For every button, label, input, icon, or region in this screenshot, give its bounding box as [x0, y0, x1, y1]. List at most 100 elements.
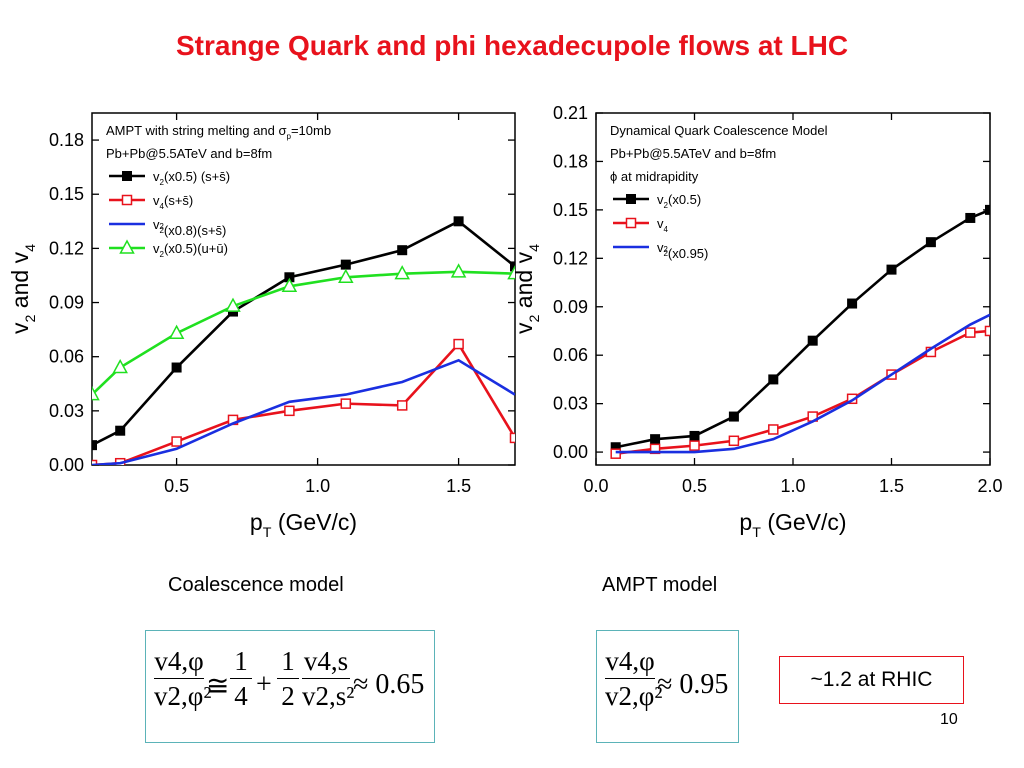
- y-tick-label: 0.06: [49, 347, 84, 367]
- y-axis-label: v2 and v4: [511, 244, 543, 334]
- legend-marker: [122, 171, 132, 181]
- chart-subtitle: AMPT with string melting and σp=10mb: [106, 123, 331, 141]
- legend-entry: v2(x0.5) (s+s̄): [153, 169, 230, 187]
- data-point: [610, 448, 621, 459]
- formula-left-frac3-den: 2: [281, 681, 295, 711]
- series-line: [92, 270, 515, 396]
- y-tick-label: 0.15: [49, 184, 84, 204]
- data-point: [340, 259, 351, 270]
- data-point: [450, 263, 467, 278]
- formula-left-frac1: v4,φ v2,φ²: [154, 645, 212, 712]
- data-point: [728, 411, 739, 422]
- data-point: [610, 442, 621, 453]
- data-point: [689, 430, 700, 441]
- formula-left-frac3: 1 2: [277, 645, 299, 712]
- data-point: [510, 261, 515, 272]
- x-tick-label: 0.5: [164, 476, 189, 496]
- data-point: [985, 204, 990, 215]
- legend-marker: [121, 194, 133, 206]
- data-point: [965, 212, 976, 223]
- legend-marker: [626, 194, 636, 204]
- data-point: [115, 425, 126, 436]
- data-point: [886, 264, 897, 275]
- caption-left: Coalescence model: [168, 574, 344, 596]
- data-point: [394, 265, 410, 280]
- y-tick-label: 0.21: [553, 103, 588, 123]
- data-point: [397, 245, 408, 256]
- data-point: [225, 297, 241, 312]
- data-point: [768, 374, 779, 385]
- caption-right: AMPT model: [602, 574, 718, 596]
- formula-left-frac2-num: 1: [234, 646, 248, 676]
- legend-entry: v2(x0.5): [657, 192, 701, 210]
- formula-left-frac2: 1 4: [230, 645, 252, 712]
- plot-frame: [595, 112, 991, 466]
- y-tick-label: 0.03: [553, 394, 588, 414]
- series-line: [92, 358, 515, 465]
- slide-title: Strange Quark and phi hexadecupole flows…: [175, 30, 849, 61]
- data-point: [965, 327, 976, 338]
- formula-left-frac4: v4,s v2,s²: [302, 645, 355, 712]
- formula-right-frac1: v4,φ v2,φ²: [605, 645, 663, 712]
- y-tick-label: 0.00: [553, 442, 588, 462]
- charts-area: 0.5 1.0 1.5 0.00 0.03 0.06 0.09 0.12 0.15 0.18 pT …: [7, 103, 1003, 541]
- chart-subtitle: Dynamical Quark Coalescence Model: [610, 123, 828, 138]
- x-tick-label: 1.5: [879, 476, 904, 496]
- x-tick-label: 0.5: [682, 476, 707, 496]
- x-tick-label: 2.0: [977, 476, 1002, 496]
- data-point: [340, 398, 352, 409]
- legend-marker: [625, 217, 637, 229]
- formula-right-frac1-num: v4,φ: [605, 646, 655, 676]
- data-point: [768, 424, 779, 435]
- series-group: [610, 204, 990, 459]
- data-point: [92, 459, 98, 465]
- data-point: [284, 272, 295, 283]
- y-tick-label: 0.15: [553, 200, 588, 220]
- legend-entry: v4(s+s̄): [153, 193, 193, 211]
- formula-left-frac4-num: v4,s: [303, 646, 349, 676]
- data-point: [453, 338, 464, 350]
- data-point: [689, 440, 700, 451]
- formula-right-frac1-den: v2,φ²: [605, 681, 663, 711]
- formula-left-frac1-den: v2,φ²: [154, 681, 212, 711]
- chart-subtitle: Pb+Pb@5.5ATeV and b=8fm: [106, 146, 272, 161]
- data-point: [807, 335, 818, 346]
- data-point: [507, 265, 515, 280]
- formula-left-op2: +: [256, 669, 272, 700]
- y-tick-label: 0.12: [553, 248, 588, 268]
- chart-subtitle: ϕ at midrapidity: [610, 169, 699, 184]
- data-point: [509, 432, 515, 444]
- legend-entry: v22(x0.8)(s+s̄): [153, 217, 226, 238]
- formula-left-frac4-den: v2,s²: [302, 681, 355, 711]
- legend-entry: v2(x0.5)(u+ū): [153, 241, 228, 259]
- plot-frame: [91, 112, 516, 466]
- chart-subtitle: Pb+Pb@5.5ATeV and b=8fm: [610, 146, 776, 161]
- x-axis-label: pT (GeV/c): [250, 509, 357, 541]
- data-point: [338, 268, 354, 284]
- y-tick-label: 0.06: [553, 345, 588, 365]
- data-point: [168, 324, 185, 339]
- page-number: 10: [940, 711, 958, 728]
- y-tick-label: 0.18: [553, 151, 588, 171]
- data-point: [92, 386, 100, 401]
- data-point: [281, 277, 298, 293]
- y-tick-label: 0.12: [49, 238, 84, 258]
- data-point: [396, 400, 408, 411]
- series-group: [92, 216, 515, 465]
- y-axis-label: v2 and v4: [7, 244, 39, 334]
- legend-entry: v4: [657, 216, 669, 234]
- data-point: [847, 298, 858, 309]
- chart-1: 0.5 1.0 1.5 0.00 0.03 0.06 0.09 0.12 0.15 0.18 pT …: [7, 112, 516, 541]
- x-tick-label: 0.0: [583, 476, 608, 496]
- data-point: [92, 440, 97, 451]
- data-point: [171, 362, 182, 373]
- formula-box-left: v4,φ v2,φ² ≅ 1 4 + 1 2 v4,s v2,s² ≈ 0.65: [145, 630, 435, 743]
- data-point: [284, 405, 295, 417]
- formula-left-frac1-num: v4,φ: [154, 646, 204, 676]
- rhic-note: ~1.2 at RHIC: [779, 656, 964, 704]
- x-tick-label: 1.0: [780, 476, 805, 496]
- data-point: [171, 436, 182, 447]
- y-tick-label: 0.09: [553, 297, 588, 317]
- formula-box-right: v4,φ v2,φ² ≈ 0.95: [596, 630, 739, 743]
- y-tick-label: 0.00: [49, 455, 84, 475]
